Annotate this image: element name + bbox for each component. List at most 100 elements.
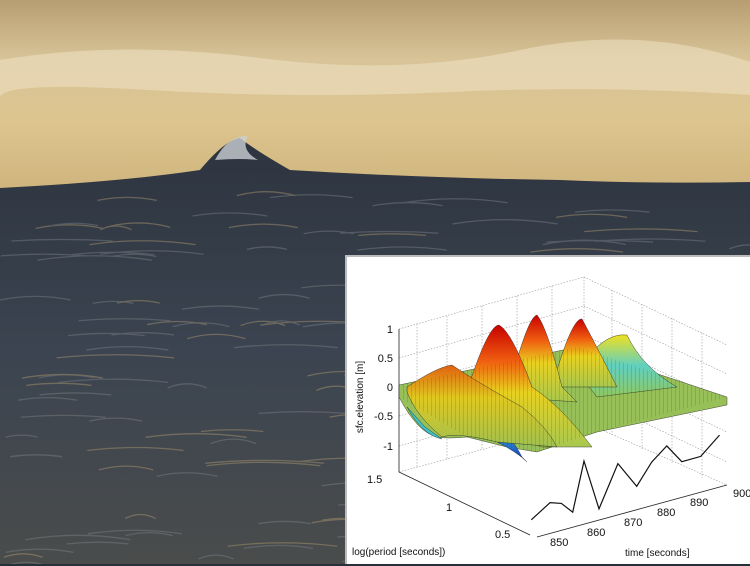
wave-ripple [25, 534, 131, 541]
projected-elevation-trace [530, 434, 720, 521]
wave-ripple [240, 320, 286, 327]
wave-ripple [729, 244, 750, 250]
wave-ripple [89, 240, 196, 246]
wave-ripple [340, 230, 439, 234]
axes-lines [398, 329, 728, 538]
wave-ripple [542, 239, 627, 246]
z-axis-ticks: 1 0.5 0 -0.5 -1 [374, 324, 393, 453]
wave-ripple [200, 429, 264, 433]
wave-ripple [145, 433, 247, 438]
wave-ripple [198, 554, 234, 560]
wave-ripple [5, 434, 38, 438]
time-tick: 880 [657, 507, 675, 519]
wave-ripple [17, 396, 78, 401]
wave-ripple [5, 548, 74, 553]
wave-ripple [258, 293, 310, 299]
wave-ripple [575, 209, 650, 213]
wave-ripple [38, 374, 95, 379]
wave-ripple [66, 541, 129, 545]
wave-ripple [530, 248, 624, 253]
wave-ripple [56, 354, 175, 359]
wave-ripple [0, 253, 87, 257]
wave-ripple [402, 198, 508, 204]
period-axis-label: log(period [seconds]) [352, 547, 445, 558]
wave-ripple [228, 223, 298, 229]
wave-ripple [262, 320, 300, 326]
wave-ripple [227, 542, 338, 547]
wave-ripple [172, 322, 230, 328]
wave-ripple [89, 417, 143, 422]
wave-ripple [11, 238, 113, 242]
wave-ripple [584, 228, 698, 233]
wave-ripple [67, 332, 145, 337]
wave-ripple [105, 222, 171, 228]
wave-ripple [26, 382, 92, 386]
wave-ripple [206, 461, 321, 467]
wave-ripple [358, 233, 426, 236]
wave-ripple [87, 529, 182, 535]
wave-ripple [246, 246, 288, 251]
time-tick: 900 [733, 488, 750, 500]
wave-ripple [372, 201, 443, 207]
wave-ripple [78, 318, 171, 322]
wave-ripple [86, 345, 169, 351]
period-tick: 1.5 [367, 474, 382, 486]
wave-ripple [9, 454, 63, 458]
wave-ripple [258, 520, 311, 525]
wave-ripple [357, 246, 447, 251]
wave-ripple [51, 222, 99, 227]
wave-ripple [556, 213, 628, 219]
wave-ripple [234, 344, 338, 349]
wave-ripple [594, 238, 706, 242]
period-tick: 1 [446, 502, 452, 514]
wave-ripple [111, 332, 175, 336]
wave-ripple [92, 300, 134, 305]
wave-ripple [187, 333, 246, 340]
wave-ripple [20, 414, 106, 418]
surface-plot: 1 0.5 0 -0.5 -1 1.5 1 0.5 850 860 870 88… [352, 276, 750, 559]
wave-ripple [181, 305, 260, 310]
z-tick: -1 [383, 441, 393, 453]
period-axis-ticks: 1.5 1 0.5 [367, 474, 510, 541]
wave-ripple [70, 251, 155, 256]
time-tick: 850 [550, 537, 568, 549]
period-tick: 0.5 [495, 529, 510, 541]
time-tick: 870 [624, 517, 642, 529]
z-tick: 0.5 [378, 353, 393, 365]
wave-ripple [39, 392, 112, 396]
wave-ripple [100, 250, 204, 255]
z-tick: 0 [387, 382, 393, 394]
wave-ripple [35, 224, 103, 230]
time-axis-ticks: 850 860 870 880 890 900 [550, 488, 750, 549]
time-tick: 890 [690, 497, 708, 509]
wave-ripple [125, 531, 173, 537]
wave-ripple [0, 295, 71, 301]
wave-ripple [98, 465, 154, 471]
clouds [0, 39, 750, 98]
wave-ripple [156, 472, 218, 477]
wave-ripple [116, 299, 160, 304]
wave-ripple [97, 196, 157, 202]
wave-ripple [243, 544, 314, 550]
elevation-surface [398, 314, 728, 463]
z-axis-label: sfc.elevation [m] [355, 361, 366, 433]
wave-ripple [303, 230, 354, 235]
wave-ripple [87, 446, 184, 452]
wave-ripple [125, 513, 156, 520]
wave-ripple [111, 253, 157, 258]
wave-ripple [452, 219, 558, 225]
wave-ripple [146, 320, 207, 326]
z-tick: -0.5 [374, 411, 393, 423]
wave-ripple [37, 255, 153, 261]
wave-ripple [258, 410, 346, 415]
wave-ripple [192, 212, 268, 217]
time-tick: 860 [587, 527, 605, 539]
wave-ripple [58, 378, 169, 384]
time-axis-label: time [seconds] [625, 548, 690, 559]
wave-crest-spray [215, 135, 258, 160]
wave-ripple [167, 383, 207, 389]
sky [0, 0, 750, 200]
wave-ripple [269, 194, 353, 199]
wave-ripple [546, 239, 653, 243]
wave-ripple [3, 553, 43, 558]
